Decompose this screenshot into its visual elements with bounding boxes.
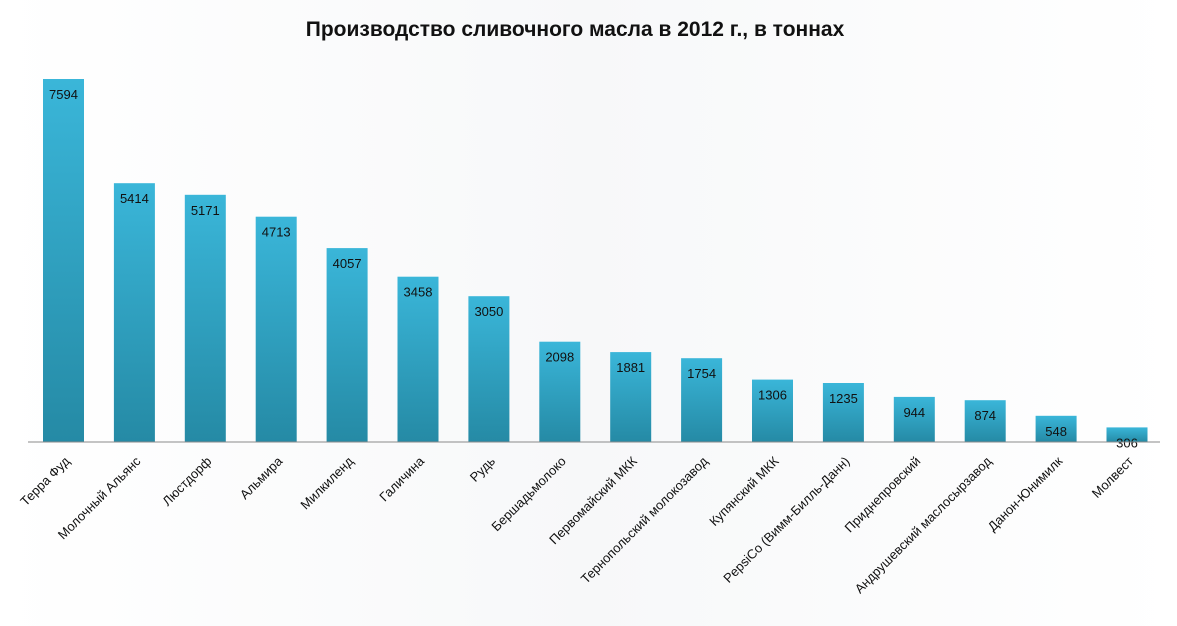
bar-3 <box>184 194 226 442</box>
bar-16 <box>1106 427 1148 442</box>
data-label: 1306 <box>758 388 787 403</box>
data-label: 1754 <box>687 366 716 381</box>
bar-10 <box>681 358 723 442</box>
data-label: 2098 <box>545 350 574 365</box>
data-label: 7594 <box>49 87 78 102</box>
bars-layer: 7594 5414 5171 4713 4057 3458 3050 2098 1881 1754… <box>43 79 1148 450</box>
bar-12 <box>822 383 864 442</box>
category-label: Терра Фуд <box>17 453 73 509</box>
data-label: 1881 <box>616 360 645 375</box>
data-label: 4057 <box>333 256 362 271</box>
category-label: Альмира <box>237 453 286 502</box>
bar-15 <box>1035 415 1077 442</box>
data-label: 3458 <box>404 285 433 300</box>
category-label: Галичина <box>376 453 427 504</box>
category-label: Люстдорф <box>159 453 214 508</box>
data-label: 944 <box>903 405 925 420</box>
bar-13 <box>893 396 935 442</box>
data-label: 5171 <box>191 203 220 218</box>
data-label: 1235 <box>829 391 858 406</box>
category-label: Милкиленд <box>297 453 356 512</box>
category-label: PepsiCo (Вимм-Билль-Данн) <box>720 454 852 586</box>
bar-11 <box>752 379 793 442</box>
category-label: Бершадьмолоко <box>488 454 569 535</box>
category-label: Молвест <box>1089 453 1136 500</box>
category-label: Андрушевский маслосырзавод <box>852 453 995 596</box>
bar-1 <box>43 79 84 442</box>
bar-4 <box>255 216 297 442</box>
bar-7 <box>468 296 510 442</box>
category-label: Рудь <box>467 453 498 484</box>
chart-title: Производство сливочного масла в 2012 г.,… <box>306 18 845 41</box>
bar-14 <box>964 400 1006 442</box>
data-label: 548 <box>1045 424 1067 439</box>
category-label: Приднепровский <box>842 454 924 536</box>
data-label: 3050 <box>474 304 503 319</box>
category-label: Тернопольский молокозавод <box>578 453 711 586</box>
bar-6 <box>397 276 439 442</box>
data-label: 5414 <box>120 191 149 206</box>
bar-9 <box>610 352 652 442</box>
bar-5 <box>326 248 368 442</box>
data-label: 874 <box>974 408 996 423</box>
category-label: Купянский МКК <box>706 453 782 529</box>
bar-2 <box>113 183 155 442</box>
category-label: Данон-Юнимилк <box>985 453 1066 534</box>
data-label: 306 <box>1116 435 1138 450</box>
bar-8 <box>539 341 581 442</box>
data-label: 4713 <box>262 225 291 240</box>
